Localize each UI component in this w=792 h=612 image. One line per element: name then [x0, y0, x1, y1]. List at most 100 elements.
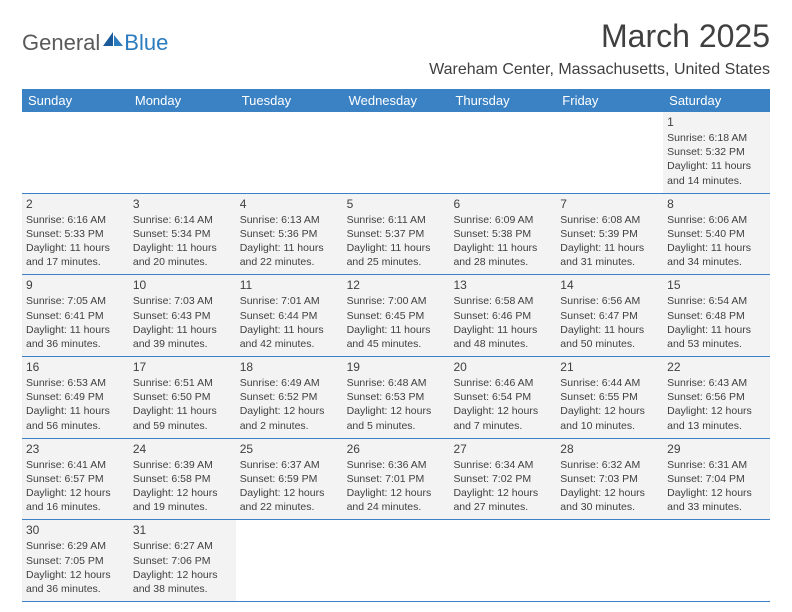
day-cell [236, 112, 343, 193]
day-info: Sunrise: 6:41 AMSunset: 6:57 PMDaylight:… [26, 458, 125, 515]
day-cell: 17Sunrise: 6:51 AMSunset: 6:50 PMDayligh… [129, 357, 236, 438]
day-number: 14 [560, 278, 659, 292]
day-number: 6 [453, 197, 552, 211]
day-cell: 12 Sunrise: 7:00 AMSunset: 6:45 PMDayligh… [343, 275, 450, 356]
day-cell: 13 Sunrise: 6:58 AMSunset: 6:46 PMDayligh… [449, 275, 556, 356]
location: Wareham Center, Massachusetts, United St… [429, 61, 770, 79]
day-info: Sunrise: 6:29 AMSunset: 7:05 PMDaylight:… [26, 539, 125, 596]
day-cell: 24Sunrise: 6:39 AMSunset: 6:58 PMDayligh… [129, 439, 236, 520]
day-info: Sunrise: 7:03 AMSunset: 6:43 PMDaylight:… [133, 294, 232, 351]
day-number: 19 [347, 360, 446, 374]
day-info: Sunrise: 7:01 AMSunset: 6:44 PMDaylight:… [240, 294, 339, 351]
day-cell [449, 520, 556, 601]
day-cell: 23 Sunrise: 6:41 AMSunset: 6:57 PMDayligh… [22, 439, 129, 520]
day-info: Sunrise: 6:36 AMSunset: 7:01 PMDaylight:… [347, 458, 446, 515]
day-cell: 15Sunrise: 6:54 AMSunset: 6:48 PMDayligh… [663, 275, 770, 356]
day-cell: 29Sunrise: 6:31 AMSunset: 7:04 PMDayligh… [663, 439, 770, 520]
day-cell: 16 Sunrise: 6:53 AMSunset: 6:49 PMDayligh… [22, 357, 129, 438]
day-cell: 19 Sunrise: 6:48 AMSunset: 6:53 PMDayligh… [343, 357, 450, 438]
day-header-saturday: Saturday [663, 89, 770, 112]
day-number: 9 [26, 278, 125, 292]
day-info: Sunrise: 6:53 AMSunset: 6:49 PMDaylight:… [26, 376, 125, 433]
sail-icon [102, 31, 124, 49]
day-info: Sunrise: 6:16 AMSunset: 5:33 PMDaylight:… [26, 213, 125, 270]
week-row: 30 Sunrise: 6:29 AMSunset: 7:05 PMDayligh… [22, 520, 770, 602]
day-cell [663, 520, 770, 601]
day-info: Sunrise: 6:37 AMSunset: 6:59 PMDaylight:… [240, 458, 339, 515]
day-number: 3 [133, 197, 232, 211]
day-cell: 28Sunrise: 6:32 AMSunset: 7:03 PMDayligh… [556, 439, 663, 520]
week-row: 23 Sunrise: 6:41 AMSunset: 6:57 PMDayligh… [22, 439, 770, 521]
day-cell: 22Sunrise: 6:43 AMSunset: 6:56 PMDayligh… [663, 357, 770, 438]
day-number: 30 [26, 523, 125, 537]
day-cell: 25 Sunrise: 6:37 AMSunset: 6:59 PMDayligh… [236, 439, 343, 520]
day-number: 1 [667, 115, 766, 129]
header: General Blue March 2025 Wareham Center, … [22, 18, 770, 79]
day-header-wednesday: Wednesday [343, 89, 450, 112]
day-info: Sunrise: 6:27 AMSunset: 7:06 PMDaylight:… [133, 539, 232, 596]
day-header-thursday: Thursday [449, 89, 556, 112]
day-cell [556, 520, 663, 601]
day-header-row: SundayMondayTuesdayWednesdayThursdayFrid… [22, 89, 770, 112]
day-info: Sunrise: 6:06 AMSunset: 5:40 PMDaylight:… [667, 213, 766, 270]
day-header-tuesday: Tuesday [236, 89, 343, 112]
day-cell: 27Sunrise: 6:34 AMSunset: 7:02 PMDayligh… [449, 439, 556, 520]
day-info: Sunrise: 6:56 AMSunset: 6:47 PMDaylight:… [560, 294, 659, 351]
day-cell: 20 Sunrise: 6:46 AMSunset: 6:54 PMDayligh… [449, 357, 556, 438]
day-number: 15 [667, 278, 766, 292]
day-cell: 8 Sunrise: 6:06 AMSunset: 5:40 PMDaylight… [663, 194, 770, 275]
day-number: 25 [240, 442, 339, 456]
day-cell: 10 Sunrise: 7:03 AMSunset: 6:43 PMDayligh… [129, 275, 236, 356]
day-info: Sunrise: 6:13 AMSunset: 5:36 PMDaylight:… [240, 213, 339, 270]
day-info: Sunrise: 6:32 AMSunset: 7:03 PMDaylight:… [560, 458, 659, 515]
day-number: 13 [453, 278, 552, 292]
day-number: 23 [26, 442, 125, 456]
day-info: Sunrise: 6:46 AMSunset: 6:54 PMDaylight:… [453, 376, 552, 433]
day-info: Sunrise: 6:09 AMSunset: 5:38 PMDaylight:… [453, 213, 552, 270]
day-header-sunday: Sunday [22, 89, 129, 112]
day-number: 8 [667, 197, 766, 211]
day-info: Sunrise: 6:58 AMSunset: 6:46 PMDaylight:… [453, 294, 552, 351]
day-cell: 5Sunrise: 6:11 AMSunset: 5:37 PMDaylight… [343, 194, 450, 275]
day-info: Sunrise: 6:44 AMSunset: 6:55 PMDaylight:… [560, 376, 659, 433]
day-cell: 4Sunrise: 6:13 AMSunset: 5:36 PMDaylight… [236, 194, 343, 275]
day-cell: 30 Sunrise: 6:29 AMSunset: 7:05 PMDayligh… [22, 520, 129, 601]
day-info: Sunrise: 6:34 AMSunset: 7:02 PMDaylight:… [453, 458, 552, 515]
day-cell [236, 520, 343, 601]
day-info: Sunrise: 6:49 AMSunset: 6:52 PMDaylight:… [240, 376, 339, 433]
day-cell: 2 Sunrise: 6:16 AMSunset: 5:33 PMDaylight… [22, 194, 129, 275]
day-number: 20 [453, 360, 552, 374]
day-cell: 3 Sunrise: 6:14 AMSunset: 5:34 PMDaylight… [129, 194, 236, 275]
day-header-monday: Monday [129, 89, 236, 112]
day-info: Sunrise: 6:39 AMSunset: 6:58 PMDaylight:… [133, 458, 232, 515]
day-cell: 9Sunrise: 7:05 AMSunset: 6:41 PMDaylight… [22, 275, 129, 356]
day-cell [343, 520, 450, 601]
week-row: 1Sunrise: 6:18 AMSunset: 5:32 PMDaylight… [22, 112, 770, 194]
day-number: 17 [133, 360, 232, 374]
day-cell: 18 Sunrise: 6:49 AMSunset: 6:52 PMDayligh… [236, 357, 343, 438]
day-number: 12 [347, 278, 446, 292]
calendar: SundayMondayTuesdayWednesdayThursdayFrid… [22, 89, 770, 602]
day-info: Sunrise: 6:14 AMSunset: 5:34 PMDaylight:… [133, 213, 232, 270]
day-cell: 1Sunrise: 6:18 AMSunset: 5:32 PMDaylight… [663, 112, 770, 193]
day-cell: 7Sunrise: 6:08 AMSunset: 5:39 PMDaylight… [556, 194, 663, 275]
day-number: 7 [560, 197, 659, 211]
day-info: Sunrise: 7:00 AMSunset: 6:45 PMDaylight:… [347, 294, 446, 351]
day-cell [556, 112, 663, 193]
day-header-friday: Friday [556, 89, 663, 112]
day-cell: 21Sunrise: 6:44 AMSunset: 6:55 PMDayligh… [556, 357, 663, 438]
logo: General Blue [22, 30, 168, 56]
week-row: 16 Sunrise: 6:53 AMSunset: 6:49 PMDayligh… [22, 357, 770, 439]
day-number: 10 [133, 278, 232, 292]
day-info: Sunrise: 6:48 AMSunset: 6:53 PMDaylight:… [347, 376, 446, 433]
day-cell [343, 112, 450, 193]
day-info: Sunrise: 6:31 AMSunset: 7:04 PMDaylight:… [667, 458, 766, 515]
day-cell: 11Sunrise: 7:01 AMSunset: 6:44 PMDayligh… [236, 275, 343, 356]
day-cell: 26 Sunrise: 6:36 AMSunset: 7:01 PMDayligh… [343, 439, 450, 520]
day-number: 26 [347, 442, 446, 456]
day-number: 2 [26, 197, 125, 211]
week-row: 2 Sunrise: 6:16 AMSunset: 5:33 PMDaylight… [22, 194, 770, 276]
day-info: Sunrise: 6:43 AMSunset: 6:56 PMDaylight:… [667, 376, 766, 433]
day-number: 16 [26, 360, 125, 374]
day-number: 18 [240, 360, 339, 374]
